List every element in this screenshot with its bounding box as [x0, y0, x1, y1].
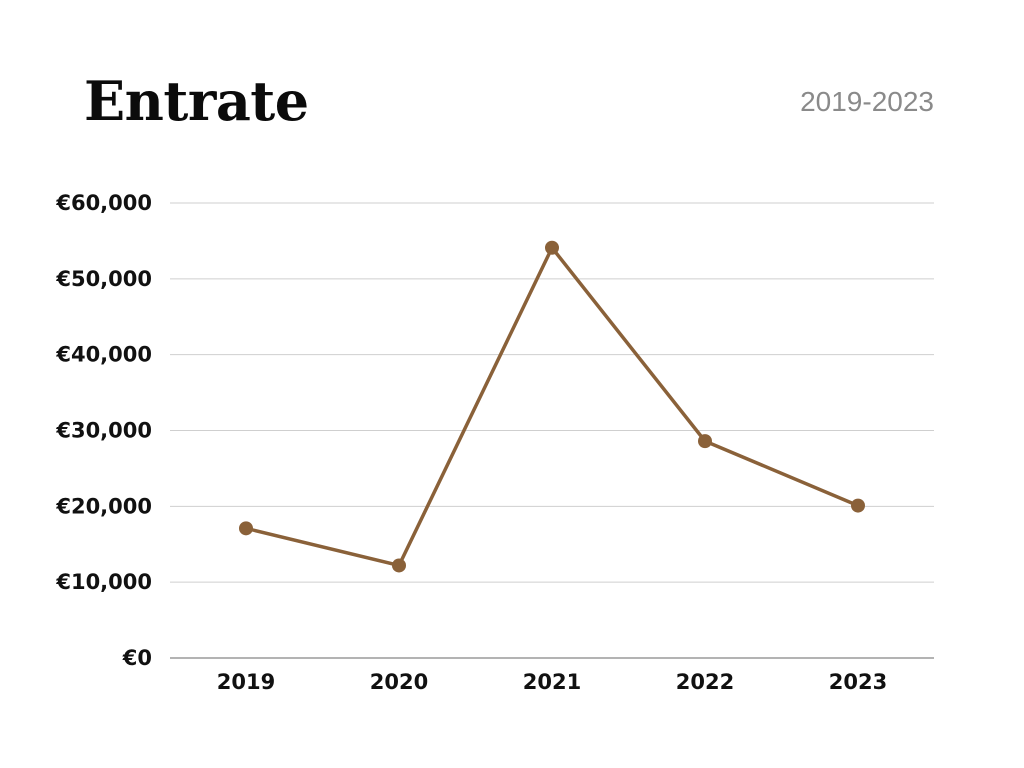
chart-subtitle: 2019-2023 [800, 86, 934, 117]
data-point [239, 521, 253, 536]
grid-lines [170, 202, 934, 659]
x-tick-label: 2022 [676, 670, 734, 694]
y-tick-label: €20,000 [55, 494, 152, 518]
x-tick-label: 2020 [370, 670, 428, 694]
y-tick-label: €0 [122, 646, 152, 670]
x-tick-label: 2021 [523, 670, 581, 694]
x-tick-label: 2019 [217, 670, 275, 694]
y-tick-label: €30,000 [55, 419, 152, 443]
data-point [698, 434, 712, 449]
series-line [244, 245, 860, 568]
data-point [851, 498, 865, 513]
y-axis-tick-labels: €0 €10,000 €20,000 €30,000 €40,000 €50,000 €60… [55, 191, 152, 670]
chart-title: Entrate [84, 69, 309, 133]
x-tick-label: 2023 [829, 670, 887, 694]
y-tick-label: €50,000 [55, 267, 152, 291]
y-tick-label: €60,000 [55, 191, 152, 215]
series-revenue [239, 240, 865, 573]
y-tick-label: €10,000 [55, 570, 152, 594]
x-axis-tick-labels: 2019 2020 2021 2022 2023 [217, 670, 887, 694]
data-point [545, 240, 559, 255]
data-point [392, 558, 406, 573]
y-tick-label: €40,000 [55, 343, 152, 367]
